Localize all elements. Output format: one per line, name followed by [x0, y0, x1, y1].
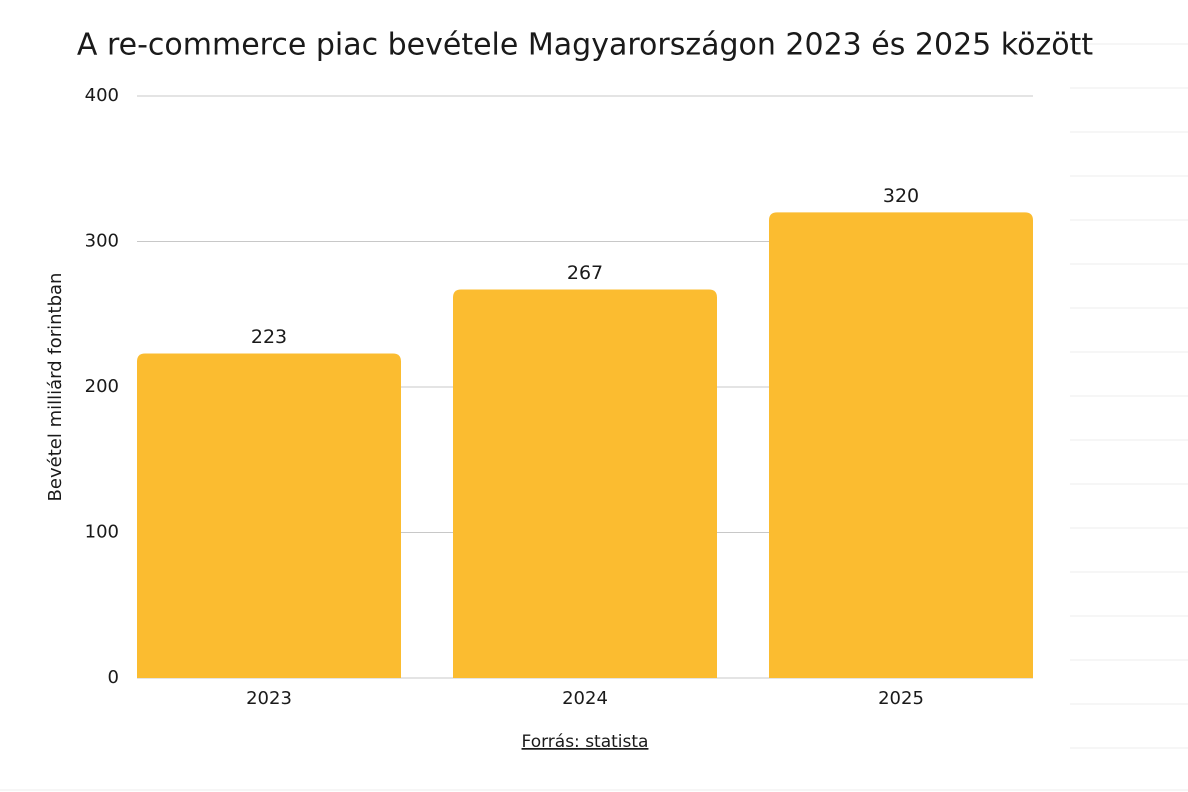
y-axis-label: Bevétel milliárd forintban	[45, 273, 66, 502]
y-tick-label: 400	[85, 85, 119, 106]
y-tick-label: 200	[85, 376, 119, 397]
x-tick-label: 2025	[878, 688, 924, 709]
value-label: 320	[883, 185, 919, 207]
value-label: 267	[567, 262, 603, 284]
bar	[453, 289, 717, 678]
background-decoration	[0, 43, 1188, 791]
bar	[137, 353, 401, 678]
chart-title: A re-commerce piac bevétele Magyarország…	[77, 28, 1093, 63]
y-tick-label: 300	[85, 231, 119, 252]
x-tick-label: 2023	[246, 688, 292, 709]
value-label: 223	[251, 326, 287, 348]
y-tick-label: 0	[108, 667, 119, 688]
source-link[interactable]: Forrás: statista	[522, 732, 649, 752]
y-tick-label: 100	[85, 522, 119, 543]
bar	[769, 212, 1033, 678]
x-tick-label: 2024	[562, 688, 608, 709]
